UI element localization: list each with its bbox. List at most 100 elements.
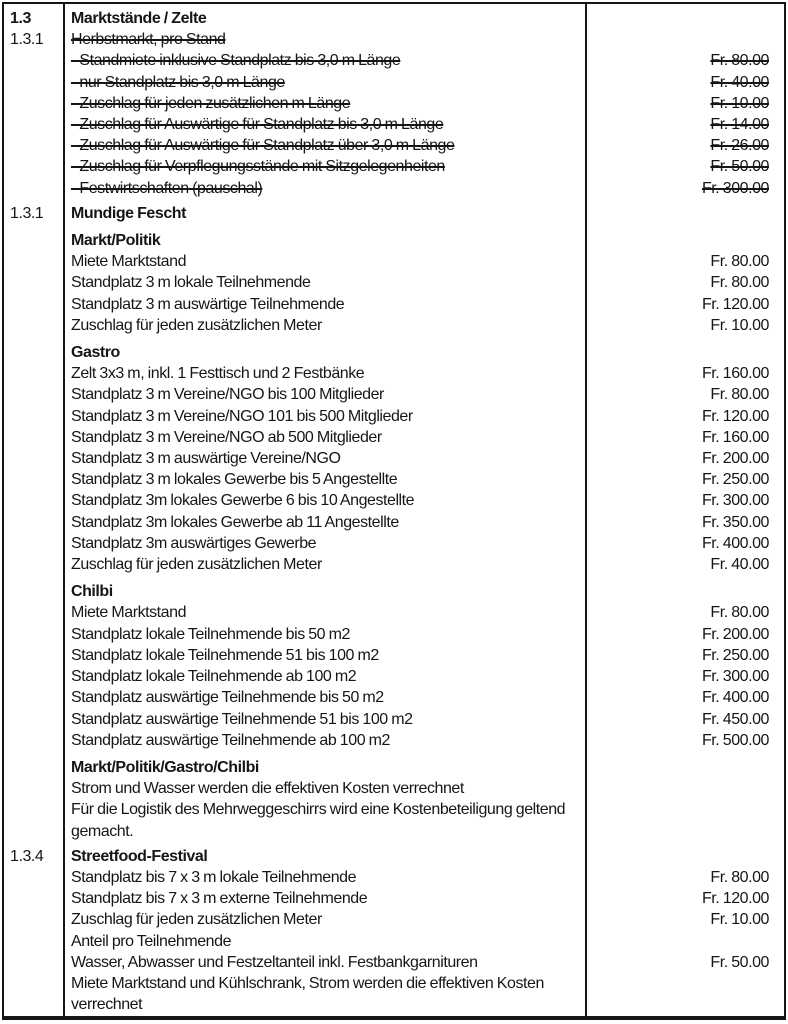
row-label: Zuschlag für jeden zusätzlichen Meter bbox=[71, 316, 322, 334]
row-price: Fr. 200.00 bbox=[701, 625, 770, 643]
table-row: Standplatz lokale Teilnehmende ab 100 m2… bbox=[4, 666, 784, 687]
row-price: Fr. 80.00 bbox=[710, 604, 769, 622]
table-row: Anteil pro Teilnehmende bbox=[4, 931, 784, 952]
row-number bbox=[4, 799, 63, 841]
group-header-row: Chilbi bbox=[4, 581, 784, 602]
row-number bbox=[4, 952, 63, 973]
section-number: 1.3.1 bbox=[10, 204, 44, 222]
row-number bbox=[4, 50, 63, 71]
row-number bbox=[4, 645, 63, 666]
group-header-label: Chilbi bbox=[71, 583, 113, 601]
table-row: Miete Marktstand Fr. 80.00 bbox=[4, 602, 784, 623]
row-number bbox=[4, 931, 63, 952]
row-number bbox=[4, 406, 63, 427]
row-label: Strom und Wasser werden die effektiven K… bbox=[71, 780, 464, 798]
row-number bbox=[4, 251, 63, 272]
row-price: Fr. 160.00 bbox=[701, 428, 770, 446]
table-row: Standplatz 3m lokales Gewerbe ab 11 Ange… bbox=[4, 512, 784, 533]
row-price: Fr. 250.00 bbox=[701, 471, 770, 489]
row-label: Zuschlag für jeden zusätzlichen Meter bbox=[71, 556, 322, 574]
row-number bbox=[4, 93, 63, 114]
table-row: - Zuschlag für Verpflegungsstände mit Si… bbox=[4, 156, 784, 177]
table-row: Standplatz 3 m lokale Teilnehmende Fr. 80… bbox=[4, 272, 784, 293]
row-label: Standplatz auswärtige Teilnehmende 51 bi… bbox=[71, 710, 413, 728]
row-price: Fr. 80.00 bbox=[710, 274, 769, 292]
row-price: Fr. 50.00 bbox=[710, 953, 769, 971]
row-number bbox=[4, 687, 63, 708]
row-label: Standplatz 3 m auswärtige Teilnehmende bbox=[71, 295, 345, 313]
group-header-row: Markt/Politik bbox=[4, 230, 784, 251]
table-row: Zuschlag für jeden zusätzlichen Meter Fr.… bbox=[4, 315, 784, 336]
table-row: Standplatz lokale Teilnehmende bis 50 m2… bbox=[4, 624, 784, 645]
row-label: Anteil pro Teilnehmende bbox=[71, 932, 232, 950]
row-price bbox=[585, 973, 784, 1015]
row-price: Fr. 400.00 bbox=[701, 534, 770, 552]
row-price bbox=[585, 778, 784, 799]
row-number bbox=[4, 135, 63, 156]
row-price: Fr. 40.00 bbox=[710, 556, 769, 574]
table-row: Standplatz bis 7 x 3 m externe Teilnehme… bbox=[4, 888, 784, 909]
row-price: Fr. 300.00 bbox=[701, 492, 770, 510]
group-header-price bbox=[585, 757, 784, 778]
row-label: Standplatz 3m lokales Gewerbe 6 bis 10 A… bbox=[71, 492, 415, 510]
main-section-number: 1.3 bbox=[10, 10, 31, 27]
table-row: - Zuschlag für Auswärtige für Standplatz… bbox=[4, 135, 784, 156]
table-row: - Zuschlag für Auswärtige für Standplatz… bbox=[4, 114, 784, 135]
group-header-number bbox=[4, 581, 63, 602]
row-number bbox=[4, 178, 63, 199]
table-row: Standplatz 3 m Vereine/NGO 101 bis 500 M… bbox=[4, 406, 784, 427]
row-price: Fr. 450.00 bbox=[701, 710, 770, 728]
section-number: 1.3.4 bbox=[10, 847, 44, 865]
table-row: Standplatz lokale Teilnehmende 51 bis 10… bbox=[4, 645, 784, 666]
row-price: Fr. 80.00 bbox=[710, 386, 769, 404]
row-number bbox=[4, 666, 63, 687]
row-label: Für die Logistik des Mehrweggeschirrs wi… bbox=[71, 801, 566, 840]
row-price: Fr. 10.00 bbox=[710, 94, 769, 112]
table-row: Zuschlag für jeden zusätzlichen Meter Fr.… bbox=[4, 909, 784, 930]
row-label: Wasser, Abwasser und Festzeltanteil inkl… bbox=[71, 953, 478, 971]
main-section-title: Marktstände / Zelte bbox=[71, 10, 207, 27]
column-divider-number bbox=[63, 4, 65, 1016]
table-row: Standplatz bis 7 x 3 m lokale Teilnehmen… bbox=[4, 867, 784, 888]
row-price: Fr. 400.00 bbox=[701, 689, 770, 707]
table-row: Strom und Wasser werden die effektiven K… bbox=[4, 778, 784, 799]
row-label: Standplatz 3 m lokale Teilnehmende bbox=[71, 274, 311, 292]
table-row: Standplatz auswärtige Teilnehmende bis 5… bbox=[4, 687, 784, 708]
row-number bbox=[4, 512, 63, 533]
row-price: Fr. 300.00 bbox=[701, 179, 770, 197]
group-header-label: Markt/Politik bbox=[71, 232, 161, 250]
row-number bbox=[4, 272, 63, 293]
main-section-price bbox=[585, 8, 784, 29]
group-header-number bbox=[4, 230, 63, 251]
row-number bbox=[4, 602, 63, 623]
row-price bbox=[585, 799, 784, 841]
table-row: Miete Marktstand Fr. 80.00 bbox=[4, 251, 784, 272]
row-label: Standplatz 3m auswärtiges Gewerbe bbox=[71, 534, 317, 552]
row-price: Fr. 80.00 bbox=[710, 253, 769, 271]
table-row: - Zuschlag für jeden zusätzlichen m Läng… bbox=[4, 93, 784, 114]
row-label: - Zuschlag für Auswärtige für Standplatz… bbox=[71, 116, 444, 134]
section-row: 1.3.1 Mundige Fescht bbox=[4, 203, 784, 224]
group-header-number bbox=[4, 342, 63, 363]
section-title: Herbstmarkt, pro Stand bbox=[71, 31, 226, 49]
row-number bbox=[4, 730, 63, 751]
group-header-price bbox=[585, 230, 784, 251]
table-row: Standplatz 3m lokales Gewerbe 6 bis 10 A… bbox=[4, 490, 784, 511]
table-row: Wasser, Abwasser und Festzeltanteil inkl… bbox=[4, 952, 784, 973]
row-price: Fr. 14.00 bbox=[710, 116, 769, 134]
table-row: Standplatz 3 m Vereine/NGO ab 500 Mitgli… bbox=[4, 427, 784, 448]
group-header-label: Markt/Politik/Gastro/Chilbi bbox=[71, 758, 259, 776]
row-number bbox=[4, 909, 63, 930]
column-divider-price bbox=[585, 4, 587, 1016]
section-row: 1.3.1 Herbstmarkt, pro Stand bbox=[4, 29, 784, 50]
row-label: Standplatz lokale Teilnehmende 51 bis 10… bbox=[71, 646, 379, 664]
table-row: Standplatz 3 m auswärtige Vereine/NGO Fr.… bbox=[4, 448, 784, 469]
main-section-row: 1.3 Marktstände / Zelte bbox=[4, 8, 784, 29]
row-label: Standplatz 3 m Vereine/NGO ab 500 Mitgli… bbox=[71, 428, 382, 446]
table-row: - Standmiete inklusive Standplatz bis 3,… bbox=[4, 50, 784, 71]
table-row: Standplatz 3 m auswärtige Teilnehmende Fr… bbox=[4, 294, 784, 315]
group-header-price bbox=[585, 581, 784, 602]
row-price: Fr. 160.00 bbox=[701, 365, 770, 383]
row-number bbox=[4, 384, 63, 405]
